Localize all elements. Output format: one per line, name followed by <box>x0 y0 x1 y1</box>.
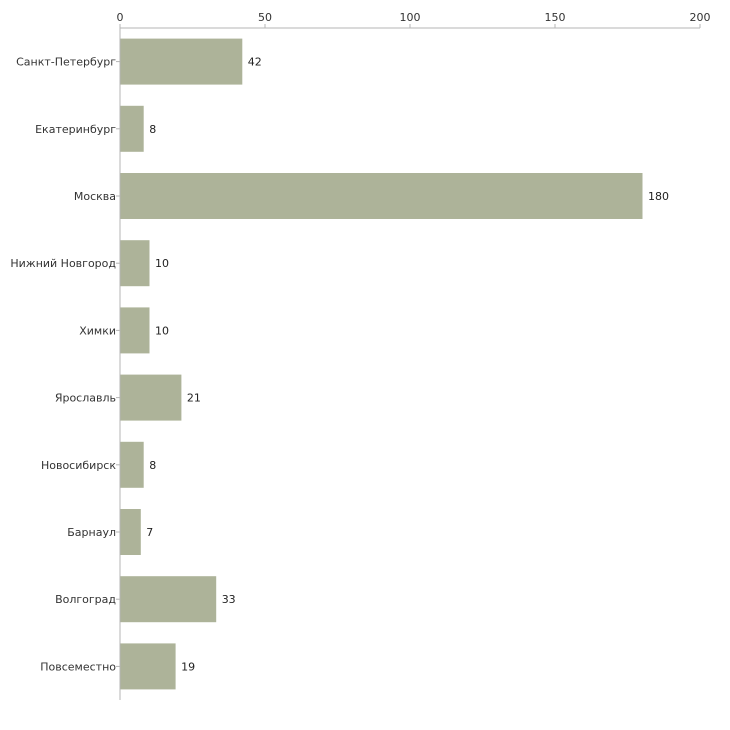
x-tick-label: 50 <box>258 11 272 24</box>
data-label: 10 <box>155 324 169 337</box>
bar <box>120 105 144 152</box>
category-label: Повсеместно <box>40 660 116 673</box>
data-label: 21 <box>187 392 201 405</box>
data-label: 8 <box>149 459 156 472</box>
bar <box>120 441 144 488</box>
data-label: 7 <box>146 526 153 539</box>
data-label: 19 <box>181 660 195 673</box>
label-layer: Санкт-Петербург 42 Екатеринбург 8 Москва 180 Н… <box>10 56 669 674</box>
data-label: 180 <box>648 190 669 203</box>
category-label: Москва <box>74 190 116 203</box>
category-label: Волгоград <box>55 593 116 606</box>
x-tick-label: 200 <box>690 11 711 24</box>
category-label: Новосибирск <box>41 459 116 472</box>
category-label: Ярославль <box>55 392 116 405</box>
data-label: 33 <box>222 593 236 606</box>
bar <box>120 509 141 555</box>
x-tick-label: 0 <box>117 11 124 24</box>
bar <box>120 576 217 623</box>
data-label: 42 <box>248 56 262 69</box>
bar <box>120 240 150 287</box>
bar-layer <box>120 38 643 690</box>
bar <box>120 307 150 354</box>
category-label: Химки <box>79 324 116 337</box>
bar <box>120 643 176 690</box>
data-label: 10 <box>155 257 169 270</box>
bar <box>120 173 643 219</box>
axis-layer: 0 50 100 150 200 <box>116 11 711 700</box>
data-label: 8 <box>149 123 156 136</box>
x-tick-label: 150 <box>545 11 566 24</box>
category-label: Барнаул <box>67 526 116 539</box>
category-label: Екатеринбург <box>35 123 116 136</box>
x-tick-label: 100 <box>400 11 421 24</box>
category-label: Нижний Новгород <box>10 257 116 270</box>
bar <box>120 374 182 421</box>
bar <box>120 38 243 85</box>
category-label: Санкт-Петербург <box>16 56 116 69</box>
